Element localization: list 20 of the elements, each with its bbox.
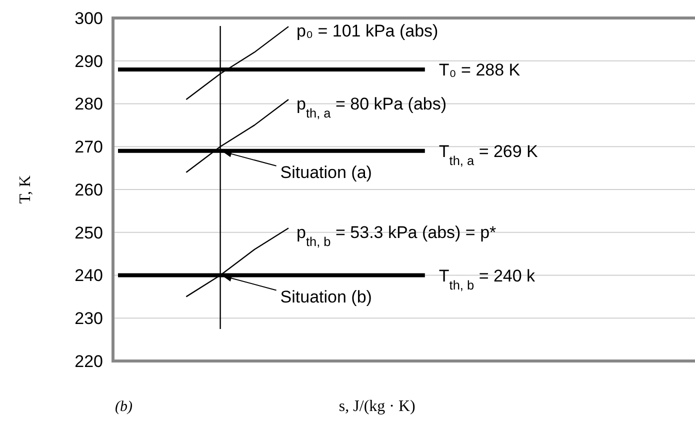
series-label: p$_{th, a}$ = 80 kPa (abs) — [296, 94, 447, 120]
y-tick-label: 260 — [74, 180, 103, 200]
y-tick-label: 220 — [74, 352, 103, 371]
y-tick-label: 300 — [74, 8, 103, 28]
y-axis-title: T, K — [17, 174, 34, 204]
y-tick-label: 290 — [74, 52, 103, 71]
series-label: T$_{th, b}$ = 240 k — [438, 266, 536, 292]
y-tick-label: 230 — [74, 309, 103, 328]
annotation: Situation (a) — [280, 162, 372, 182]
series-label: p₀ = 101 kPa (abs) — [296, 22, 438, 41]
y-tick-label: 280 — [74, 94, 103, 114]
y-tick-label: 270 — [74, 138, 103, 157]
y-tick-label: 240 — [74, 266, 103, 286]
text: (b) — [115, 399, 132, 415]
x-axis-title: s, J/(kg · K) — [338, 398, 416, 415]
annotation: Situation (b) — [280, 287, 372, 306]
series-label: T$_{th, a}$ = 269 K — [438, 142, 539, 168]
series-label: T₀ = 288 K — [438, 60, 521, 80]
y-tick-label: 250 — [74, 223, 103, 242]
series-label: p$_{th, b}$ = 53.3 kPa (abs) = p* — [296, 223, 497, 249]
